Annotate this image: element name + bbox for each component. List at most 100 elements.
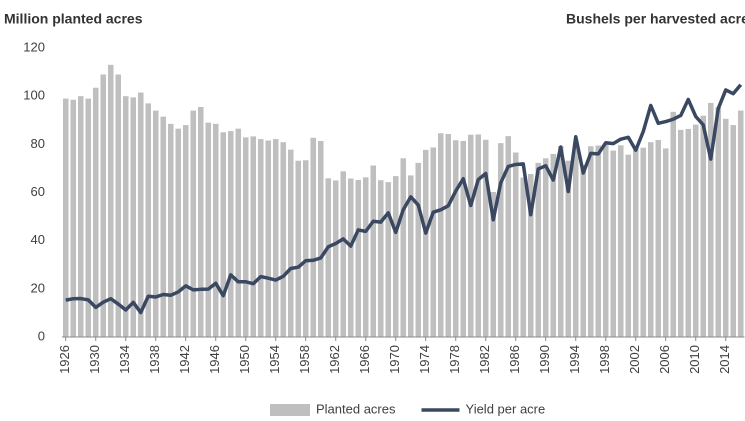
- legend-label: Planted acres: [316, 401, 396, 416]
- legend-label: Yield per acre: [466, 401, 546, 416]
- bar: [497, 143, 504, 337]
- bar: [377, 180, 384, 337]
- bar: [272, 139, 279, 337]
- x-tick-label: 1994: [567, 345, 582, 374]
- x-tick-label: 1934: [117, 345, 132, 374]
- bar: [362, 177, 369, 337]
- bar: [542, 158, 549, 337]
- bar: [430, 147, 437, 337]
- bar: [407, 175, 414, 337]
- bar: [580, 164, 587, 337]
- bar: [392, 176, 399, 337]
- x-tick-label: 1946: [207, 345, 222, 374]
- bar: [257, 139, 264, 337]
- bar: [527, 173, 534, 337]
- bar: [467, 134, 474, 337]
- bar: [535, 162, 542, 337]
- x-tick-label: 2010: [687, 345, 702, 374]
- bar: [662, 148, 669, 337]
- bar: [490, 192, 497, 337]
- x-tick-label: 1942: [177, 345, 192, 374]
- bar: [385, 182, 392, 337]
- bar: [332, 180, 339, 337]
- bar: [692, 124, 699, 338]
- bar: [340, 171, 347, 337]
- bar: [317, 140, 324, 337]
- bar: [482, 139, 489, 337]
- bar: [640, 147, 647, 337]
- bar: [137, 92, 144, 337]
- bar: [182, 125, 189, 337]
- x-tick-label: 1962: [327, 345, 342, 374]
- bar: [475, 134, 482, 337]
- bar: [437, 133, 444, 337]
- bar: [115, 74, 122, 337]
- bar: [212, 123, 219, 337]
- bar: [347, 178, 354, 337]
- x-tick-label: 1986: [507, 345, 522, 374]
- bar: [572, 146, 579, 337]
- bar: [287, 149, 294, 337]
- bar: [707, 102, 714, 337]
- bar: [415, 162, 422, 337]
- x-tick-label: 1950: [237, 345, 252, 374]
- y-tick-label: 20: [31, 280, 45, 295]
- bar: [62, 98, 69, 337]
- x-tick-label: 1930: [87, 345, 102, 374]
- bar: [460, 140, 467, 337]
- bar: [370, 165, 377, 337]
- bar: [715, 107, 722, 338]
- line: [65, 83, 743, 315]
- x-tick-label: 2002: [627, 345, 642, 374]
- y-tick-label: 120: [23, 39, 45, 54]
- bar: [625, 154, 632, 337]
- bar: [175, 128, 182, 337]
- y-tick-label: 60: [31, 184, 45, 199]
- bar: [445, 133, 452, 337]
- bar: [250, 136, 257, 337]
- bar: [197, 107, 204, 337]
- bar: [227, 131, 234, 337]
- bar: [422, 149, 429, 337]
- bar: [655, 139, 662, 337]
- x-tick-label: 1958: [297, 345, 312, 374]
- bar: [737, 110, 744, 337]
- bar: [190, 110, 197, 337]
- y-tick-label: 0: [38, 328, 45, 343]
- bar: [145, 103, 152, 338]
- bar: [265, 140, 272, 337]
- bar: [602, 143, 609, 337]
- bar: [160, 116, 167, 337]
- x-tick-label: 1978: [447, 345, 462, 374]
- bar: [85, 98, 92, 337]
- x-tick-label: 2006: [657, 345, 672, 374]
- x-tick-label: 1954: [267, 345, 282, 374]
- bar: [77, 96, 84, 338]
- bar: [557, 146, 564, 337]
- bar: [205, 122, 212, 338]
- bar: [302, 160, 309, 337]
- y-axis-title: Million planted acres: [4, 11, 143, 27]
- bar: [295, 160, 302, 337]
- bar: [242, 137, 249, 337]
- bar: [167, 123, 174, 337]
- x-tick-label: 1998: [597, 345, 612, 374]
- y2-axis-title: Bushels per harvested acre: [566, 11, 745, 27]
- x-tick-label: 1938: [147, 345, 162, 374]
- bar: [565, 160, 572, 337]
- bar: [355, 179, 362, 337]
- bar: [685, 128, 692, 337]
- bar: [632, 146, 639, 337]
- bar: [400, 158, 407, 337]
- bar: [512, 152, 519, 337]
- bar: [152, 110, 159, 337]
- bar: [130, 97, 137, 337]
- bar: [520, 177, 527, 337]
- bar: [325, 178, 332, 337]
- bar: [677, 129, 684, 337]
- x-tick-label: 1990: [537, 345, 552, 374]
- bar: [595, 145, 602, 337]
- bar: [310, 137, 317, 337]
- x-tick-label: 1970: [387, 345, 402, 374]
- bar: [647, 142, 654, 337]
